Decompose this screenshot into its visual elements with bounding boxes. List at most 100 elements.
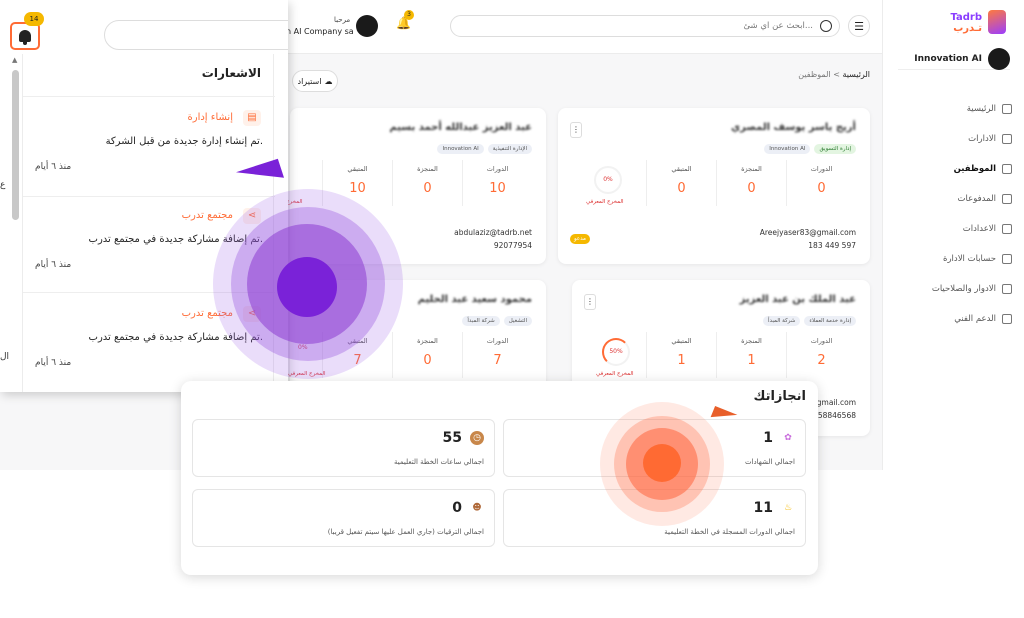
company-switcher[interactable]: Innovation AI	[898, 47, 1010, 70]
achievement-value: 1	[763, 430, 773, 446]
admin-accounts-icon	[1002, 254, 1012, 264]
achievement-value: 0	[452, 500, 462, 516]
achievement-value: 11	[753, 500, 773, 516]
employee-phone: 58846568	[817, 411, 856, 420]
mask-icon: ☻	[472, 503, 482, 513]
sidebar-item-departments[interactable]: الادارات	[894, 124, 1012, 154]
stat-courses: الدورات 7	[462, 332, 532, 378]
stat-value: 1	[677, 353, 686, 368]
stat-label: المنجزة	[741, 337, 762, 345]
stat-value: 7	[353, 353, 362, 368]
more-options-button[interactable]: ⋮	[570, 122, 582, 138]
sidebar-item-roles[interactable]: الادوار والصلاحيات	[894, 274, 1012, 304]
company-name-top: n AI Company sa	[286, 27, 354, 36]
department-tag: إدارة التسويق	[814, 144, 856, 154]
employee-tags: Innovation AI إدارة التسويق	[764, 144, 856, 154]
achievement-label: اجمالي ساعات الخطة التعليمية	[394, 458, 484, 466]
notifications-scrollbar[interactable]	[12, 70, 19, 220]
employee-stats: الدورات 10 المنجزة 0 المتبقي 10	[322, 160, 532, 206]
sidebar-nav: الرئيسية الادارات الموظفين المدفوعات الا…	[894, 94, 1012, 334]
stat-label: المتبقي	[671, 337, 692, 345]
notification-body: تم إنشاء إدارة جديدة من قبل الشركة.	[105, 136, 263, 147]
stat-value: 0	[817, 181, 826, 196]
notifications-count-badge: 14	[24, 12, 44, 26]
payments-icon	[1002, 194, 1012, 204]
company-tag: Innovation AI	[437, 144, 484, 154]
logo-text-ar: تـدرب	[953, 23, 982, 34]
employee-card[interactable]: أريج ياسر يوسف المصري ⋮ Innovation AI إد…	[558, 108, 870, 264]
department-tag: إدارة خدمة العملاء	[804, 316, 856, 326]
employee-name: عبد الملك بن عبد العزيز	[739, 294, 856, 305]
sidebar-item-support[interactable]: الدعم الفني	[894, 304, 1012, 334]
notification-item[interactable]: ⋖ مجتمع تدرب تم إضافة مشاركة جديدة في مج…	[23, 200, 275, 292]
employee-email: abdulaziz@tadrb.net	[454, 228, 532, 237]
sidebar-item-label: الادارات	[968, 134, 996, 144]
import-button[interactable]: استيراد ☁	[292, 70, 338, 92]
progress-ring: 50%	[602, 338, 630, 366]
tadrb-logo[interactable]: Tadrb تـدرب	[936, 10, 1006, 36]
breadcrumb-home[interactable]: الرئيسية	[842, 70, 870, 79]
sidebar-item-employees[interactable]: الموظفين	[894, 154, 1012, 184]
notifications-toggle-button[interactable]	[10, 22, 40, 50]
employee-stats: الدورات 0 المنجزة 0 المتبقي 0	[646, 160, 856, 206]
breadcrumb-current: الموظفين	[798, 70, 831, 79]
achievement-hours: ◷ 55 اجمالي ساعات الخطة التعليمية	[192, 419, 495, 477]
notification-title: إنشاء إدارة	[187, 112, 234, 123]
achievement-label: اجمالي الترقيات (جاري العمل عليها سيتم ت…	[327, 528, 484, 536]
menu-button[interactable]: ☰	[848, 15, 870, 37]
divider	[23, 292, 275, 293]
employee-phone: 183 449 597	[808, 241, 856, 250]
tap-indicator-center	[277, 257, 337, 317]
department-tag: الإدارة التنفيذية	[487, 144, 532, 154]
notifications-search-field[interactable]	[104, 20, 288, 50]
more-options-button[interactable]: ⋮	[584, 294, 596, 310]
sidebar-item-payments[interactable]: المدفوعات	[894, 184, 1012, 214]
settings-icon	[1002, 224, 1012, 234]
employee-stats: الدورات 2 المنجزة 1 المتبقي 1	[646, 332, 856, 378]
stat-label: المنجزة	[417, 337, 438, 345]
notification-body: تم إضافة مشاركة جديدة في مجتمع تدرب.	[88, 332, 263, 343]
breadcrumb: الرئيسية > الموظفين	[798, 70, 870, 79]
scroll-up-arrow-icon[interactable]: ▲	[12, 56, 18, 64]
stat-label: المتبقي	[347, 337, 368, 345]
employee-stats: الدورات 7 المنجزة 0 المتبقي 7	[322, 332, 532, 378]
department-tag: التشغيل	[503, 316, 532, 326]
divider	[23, 96, 275, 97]
employee-email: Areejyaser83@gmail.com	[759, 228, 856, 237]
logo-mark-icon	[988, 10, 1006, 34]
stat-remaining: المتبقي 1	[646, 332, 716, 378]
notification-item[interactable]: ▤ إنشاء إدارة تم إنشاء إدارة جديدة من قب…	[23, 102, 275, 194]
clock-icon: ◷	[470, 431, 484, 445]
sidebar-item-settings[interactable]: الاعدادات	[894, 214, 1012, 244]
sidebar-item-home[interactable]: الرئيسية	[894, 94, 1012, 124]
search-placeholder: ابحث عن اي شئ...	[743, 21, 813, 31]
sidebar-item-admin-accounts[interactable]: حسابات الادارة	[894, 244, 1012, 274]
stat-label: الدورات	[810, 165, 833, 173]
company-avatar[interactable]	[356, 15, 378, 37]
stat-value: 0	[423, 181, 432, 196]
progress-label: المخرج المعرفي	[596, 371, 634, 377]
company-tag: شركة المبدأ	[762, 316, 801, 326]
achievement-value: 55	[442, 430, 462, 446]
achievement-promotions: ☻ 0 اجمالي الترقيات (جاري العمل عليها سي…	[192, 489, 495, 547]
stat-courses: الدورات 10	[462, 160, 532, 206]
sidebar-item-label: الدعم الفني	[954, 314, 996, 324]
notification-title: مجتمع تدرب	[181, 210, 233, 221]
stat-completed: المنجزة 0	[716, 160, 786, 206]
stat-label: المتبقي	[671, 165, 692, 173]
sidebar-item-label: الاعدادات	[962, 224, 996, 234]
employee-name: أريج ياسر يوسف المصري	[730, 122, 856, 133]
notification-time: منذ ٦ أيام	[35, 162, 72, 172]
notifications-list: الاشعارات ▤ إنشاء إدارة تم إنشاء إدارة ج…	[22, 54, 275, 392]
search-icon	[820, 20, 832, 32]
employee-tags: Innovation AI الإدارة التنفيذية	[437, 144, 532, 154]
progress-ring: 0%	[594, 166, 622, 194]
stat-remaining: المتبقي 0	[646, 160, 716, 206]
certificate-icon: ✿	[784, 433, 792, 443]
roles-icon	[1002, 284, 1012, 294]
stat-label: المنجزة	[417, 165, 438, 173]
stat-value: 2	[817, 353, 826, 368]
search-input[interactable]: ابحث عن اي شئ...	[450, 15, 840, 37]
stat-courses: الدورات 0	[786, 160, 856, 206]
home-icon	[1002, 104, 1012, 114]
